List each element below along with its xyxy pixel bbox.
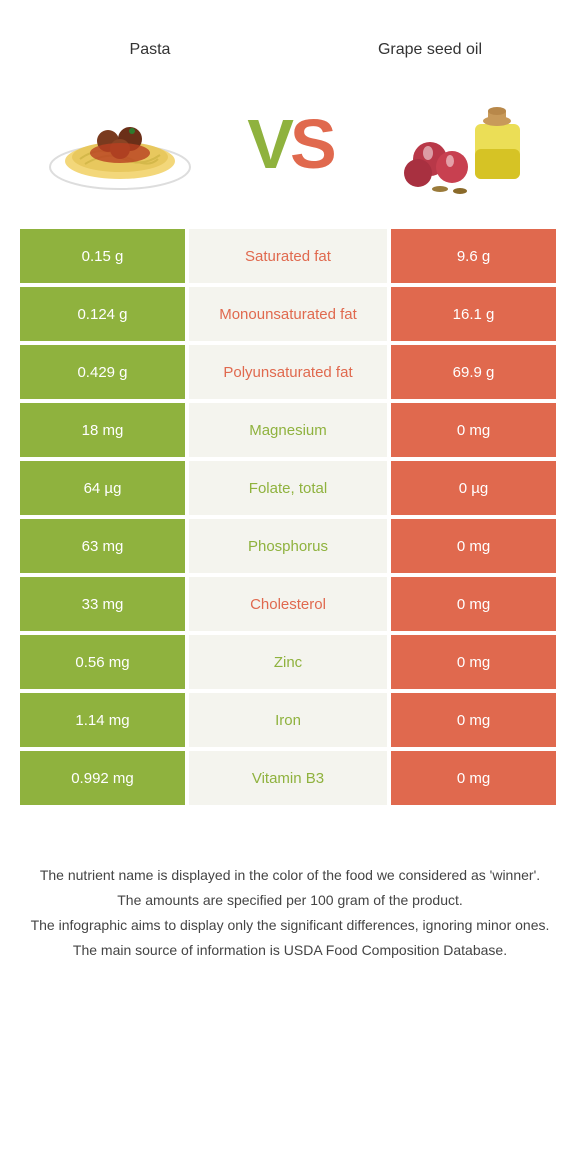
nutrient-label: Zinc	[189, 635, 387, 689]
nutrient-label: Saturated fat	[189, 229, 387, 283]
left-value: 0.56 mg	[20, 635, 185, 689]
footer-line-1: The nutrient name is displayed in the co…	[30, 865, 550, 886]
pasta-image	[40, 89, 200, 199]
nutrient-label: Cholesterol	[189, 577, 387, 631]
header: Pasta Grape seed oil	[0, 0, 580, 79]
right-value: 0 mg	[391, 577, 556, 631]
right-value: 9.6 g	[391, 229, 556, 283]
vs-label: VS	[247, 104, 332, 184]
vs-s: S	[290, 105, 333, 183]
table-row: 0.15 gSaturated fat9.6 g	[20, 229, 560, 283]
right-value: 0 mg	[391, 519, 556, 573]
left-value: 18 mg	[20, 403, 185, 457]
nutrient-label: Phosphorus	[189, 519, 387, 573]
right-value: 0 mg	[391, 751, 556, 805]
nutrient-label: Folate, total	[189, 461, 387, 515]
left-value: 64 µg	[20, 461, 185, 515]
nutrient-label: Magnesium	[189, 403, 387, 457]
footer-notes: The nutrient name is displayed in the co…	[30, 865, 550, 961]
right-value: 0 mg	[391, 693, 556, 747]
footer-line-3: The infographic aims to display only the…	[30, 915, 550, 936]
nutrient-label: Iron	[189, 693, 387, 747]
header-left-title: Pasta	[50, 41, 250, 59]
footer-line-2: The amounts are specified per 100 gram o…	[30, 890, 550, 911]
left-value: 0.124 g	[20, 287, 185, 341]
table-row: 0.124 gMonounsaturated fat16.1 g	[20, 287, 560, 341]
table-row: 0.56 mgZinc0 mg	[20, 635, 560, 689]
right-value: 0 µg	[391, 461, 556, 515]
right-value: 0 mg	[391, 403, 556, 457]
right-value: 0 mg	[391, 635, 556, 689]
vs-v: V	[247, 105, 290, 183]
table-row: 18 mgMagnesium0 mg	[20, 403, 560, 457]
right-value: 16.1 g	[391, 287, 556, 341]
nutrient-label: Polyunsaturated fat	[189, 345, 387, 399]
nutrient-label: Monounsaturated fat	[189, 287, 387, 341]
table-row: 1.14 mgIron0 mg	[20, 693, 560, 747]
table-row: 64 µgFolate, total0 µg	[20, 461, 560, 515]
images-row: VS	[0, 79, 580, 229]
table-row: 0.992 mgVitamin B30 mg	[20, 751, 560, 805]
left-value: 0.992 mg	[20, 751, 185, 805]
left-value: 1.14 mg	[20, 693, 185, 747]
table-row: 63 mgPhosphorus0 mg	[20, 519, 560, 573]
right-value: 69.9 g	[391, 345, 556, 399]
left-value: 63 mg	[20, 519, 185, 573]
left-value: 0.15 g	[20, 229, 185, 283]
comparison-table: 0.15 gSaturated fat9.6 g0.124 gMonounsat…	[20, 229, 560, 805]
left-value: 0.429 g	[20, 345, 185, 399]
header-right-title: Grape seed oil	[330, 40, 530, 59]
table-row: 0.429 gPolyunsaturated fat69.9 g	[20, 345, 560, 399]
footer-line-4: The main source of information is USDA F…	[30, 940, 550, 961]
table-row: 33 mgCholesterol0 mg	[20, 577, 560, 631]
nutrient-label: Vitamin B3	[189, 751, 387, 805]
left-value: 33 mg	[20, 577, 185, 631]
grapeseed-oil-image	[380, 89, 540, 199]
